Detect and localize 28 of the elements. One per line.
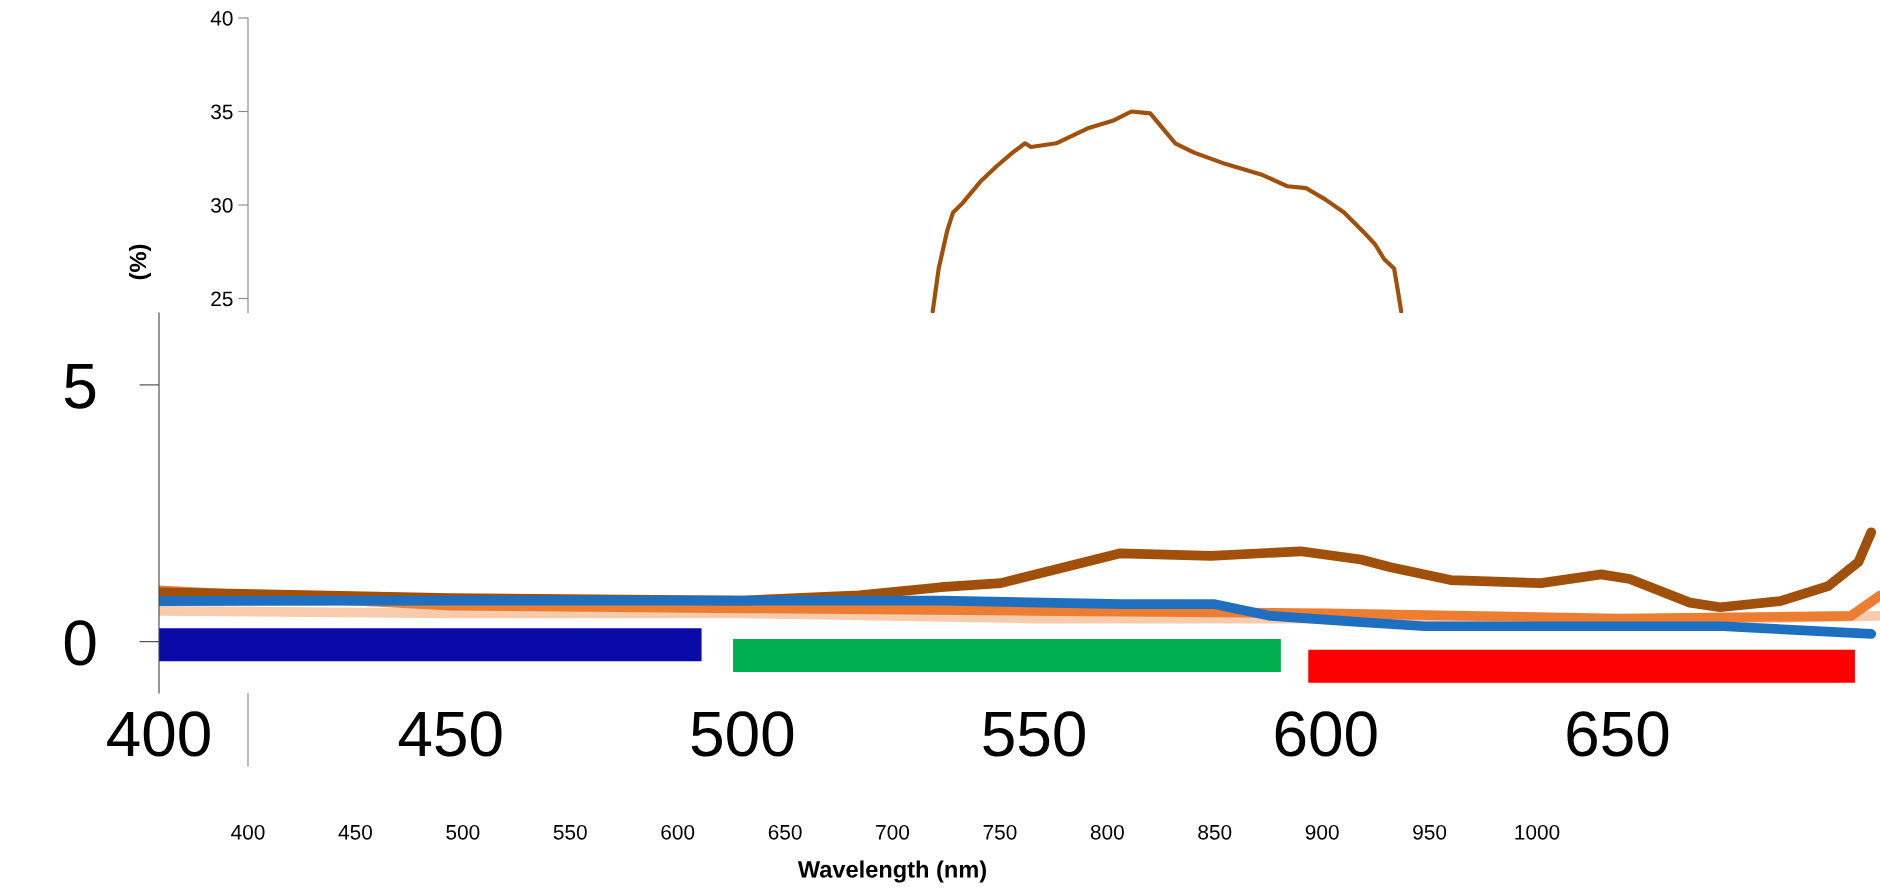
x-tick-label: 500 <box>691 711 794 757</box>
x-tick-label: 850 <box>1198 824 1232 840</box>
x-tick-label: 900 <box>1305 824 1339 840</box>
x-axis-title: Wavelength (nm) <box>797 860 986 883</box>
x-tick-label: 450 <box>338 824 372 840</box>
y-tick-label: 30 <box>211 198 233 213</box>
y-tick-label: 25 <box>211 291 233 307</box>
x-tick-label: 800 <box>1090 824 1124 840</box>
line-series <box>930 109 1404 314</box>
x-tick-label: 650 <box>768 824 802 840</box>
x-tick-label: 600 <box>1275 711 1377 757</box>
x-tick-label: 450 <box>398 711 502 757</box>
x-tick-label: 700 <box>876 824 910 840</box>
x-tick-label: 500 <box>446 824 480 840</box>
x-tick-label: 650 <box>1567 711 1669 757</box>
y-tick-label: 40 <box>210 11 233 26</box>
x-tick-label: 950 <box>1413 824 1447 840</box>
y-tick-label: 5 <box>64 364 96 409</box>
x-tick-label: 600 <box>661 824 695 840</box>
x-tick-label: 1000 <box>1515 824 1560 840</box>
y-tick-label: 35 <box>211 104 233 120</box>
x-tick-label: 400 <box>107 711 210 757</box>
y-axis-title: (%) <box>129 244 151 280</box>
x-tick-label: 750 <box>983 824 1017 840</box>
x-tick-label: 400 <box>231 824 265 840</box>
y-tick-label: 0 <box>64 620 96 666</box>
x-tick-label: 550 <box>553 824 587 840</box>
x-tick-label: 550 <box>983 711 1085 757</box>
